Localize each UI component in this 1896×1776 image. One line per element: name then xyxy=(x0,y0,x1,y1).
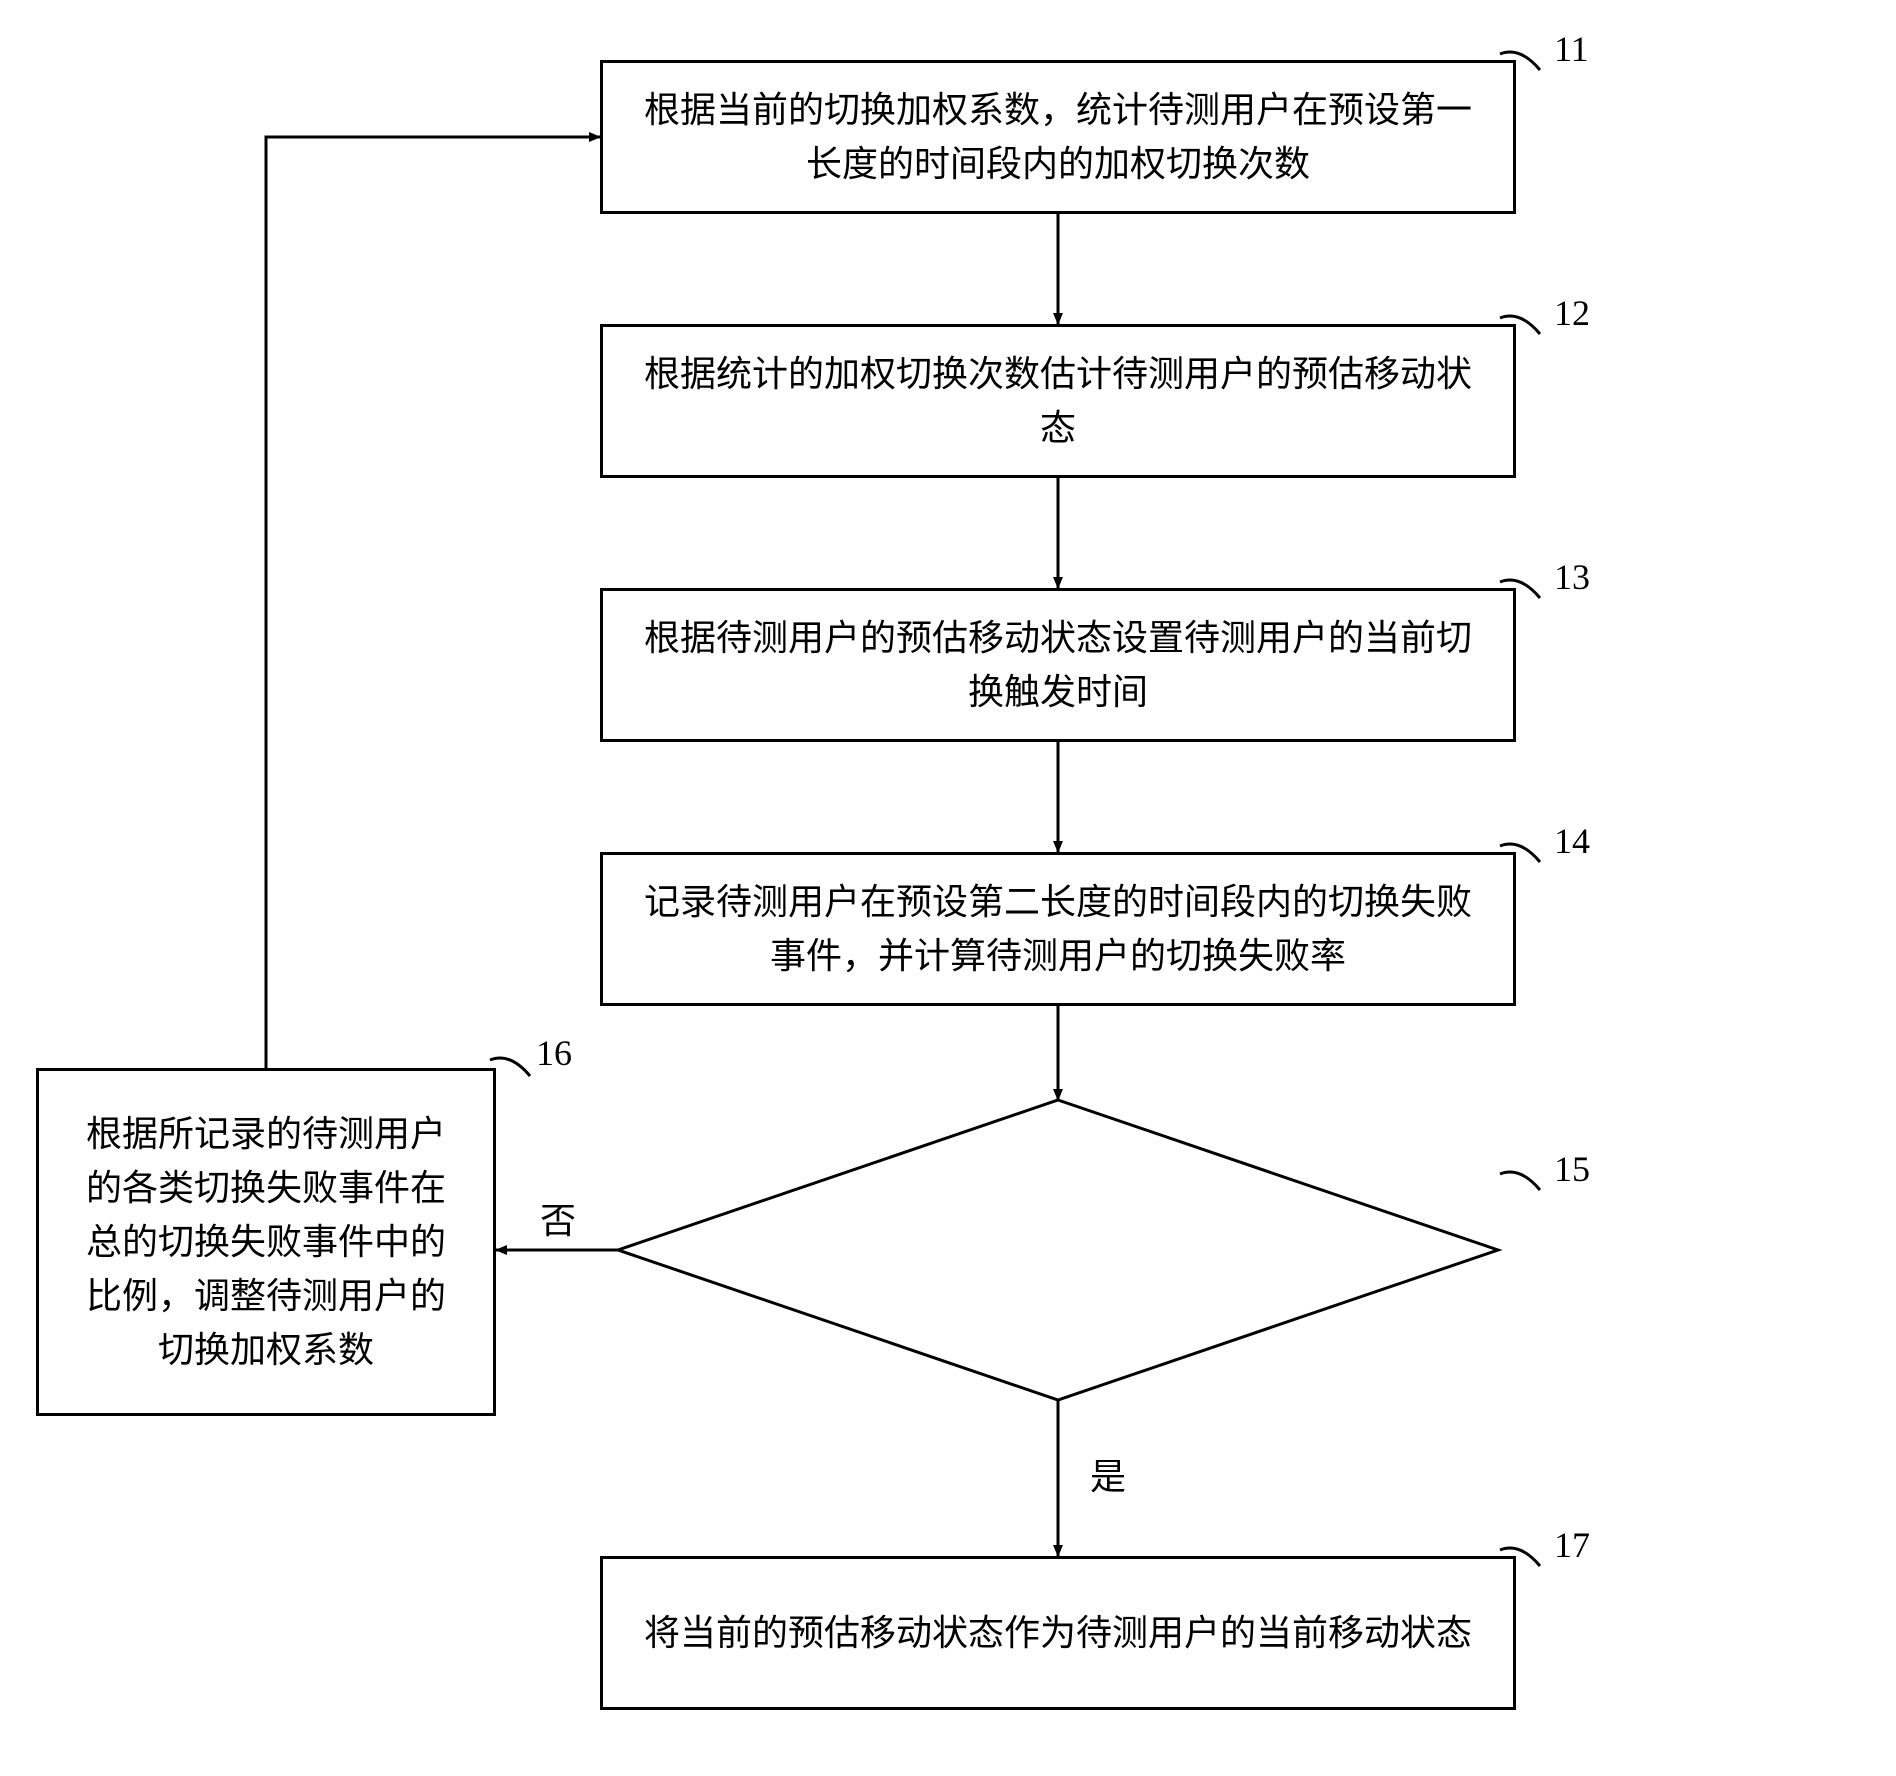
tick-15 xyxy=(1500,1172,1540,1190)
flow-node-15-text-wrap: 待测用户的切换失败率是否满足预设条件 xyxy=(800,1190,1316,1298)
flow-node-11: 根据当前的切换加权系数，统计待测用户在预设第一长度的时间段内的加权切换次数 xyxy=(600,60,1516,214)
flow-node-12: 根据统计的加权切换次数估计待测用户的预估移动状态 xyxy=(600,324,1516,478)
flow-node-15-number: 15 xyxy=(1554,1148,1590,1190)
flow-node-13-text: 根据待测用户的预估移动状态设置待测用户的当前切换触发时间 xyxy=(639,611,1477,719)
flow-node-11-text: 根据当前的切换加权系数，统计待测用户在预设第一长度的时间段内的加权切换次数 xyxy=(639,83,1477,191)
flow-node-16-text: 根据所记录的待测用户的各类切换失败事件在总的切换失败事件中的比例，调整待测用户的… xyxy=(75,1107,457,1377)
flow-node-12-number: 12 xyxy=(1554,292,1590,334)
edge-label-yes: 是 xyxy=(1090,1448,1126,1500)
flow-node-17-text: 将当前的预估移动状态作为待测用户的当前移动状态 xyxy=(644,1606,1472,1660)
tick-16 xyxy=(490,1058,530,1076)
flow-node-17: 将当前的预估移动状态作为待测用户的当前移动状态 xyxy=(600,1556,1516,1710)
edge-16-11 xyxy=(266,137,600,1068)
flow-node-17-number: 17 xyxy=(1554,1524,1590,1566)
flow-node-14: 记录待测用户在预设第二长度的时间段内的切换失败事件，并计算待测用户的切换失败率 xyxy=(600,852,1516,1006)
flow-node-12-text: 根据统计的加权切换次数估计待测用户的预估移动状态 xyxy=(639,347,1477,455)
flow-node-14-text: 记录待测用户在预设第二长度的时间段内的切换失败事件，并计算待测用户的切换失败率 xyxy=(639,875,1477,983)
edge-label-no: 否 xyxy=(540,1192,576,1244)
flow-node-14-number: 14 xyxy=(1554,820,1590,862)
flow-node-16: 根据所记录的待测用户的各类切换失败事件在总的切换失败事件中的比例，调整待测用户的… xyxy=(36,1068,496,1416)
flow-node-16-number: 16 xyxy=(536,1032,572,1074)
flow-node-11-number: 11 xyxy=(1554,28,1589,70)
flow-node-13: 根据待测用户的预估移动状态设置待测用户的当前切换触发时间 xyxy=(600,588,1516,742)
flow-node-13-number: 13 xyxy=(1554,556,1590,598)
flow-node-15-text: 待测用户的切换失败率是否满足预设条件 xyxy=(806,1197,1310,1291)
